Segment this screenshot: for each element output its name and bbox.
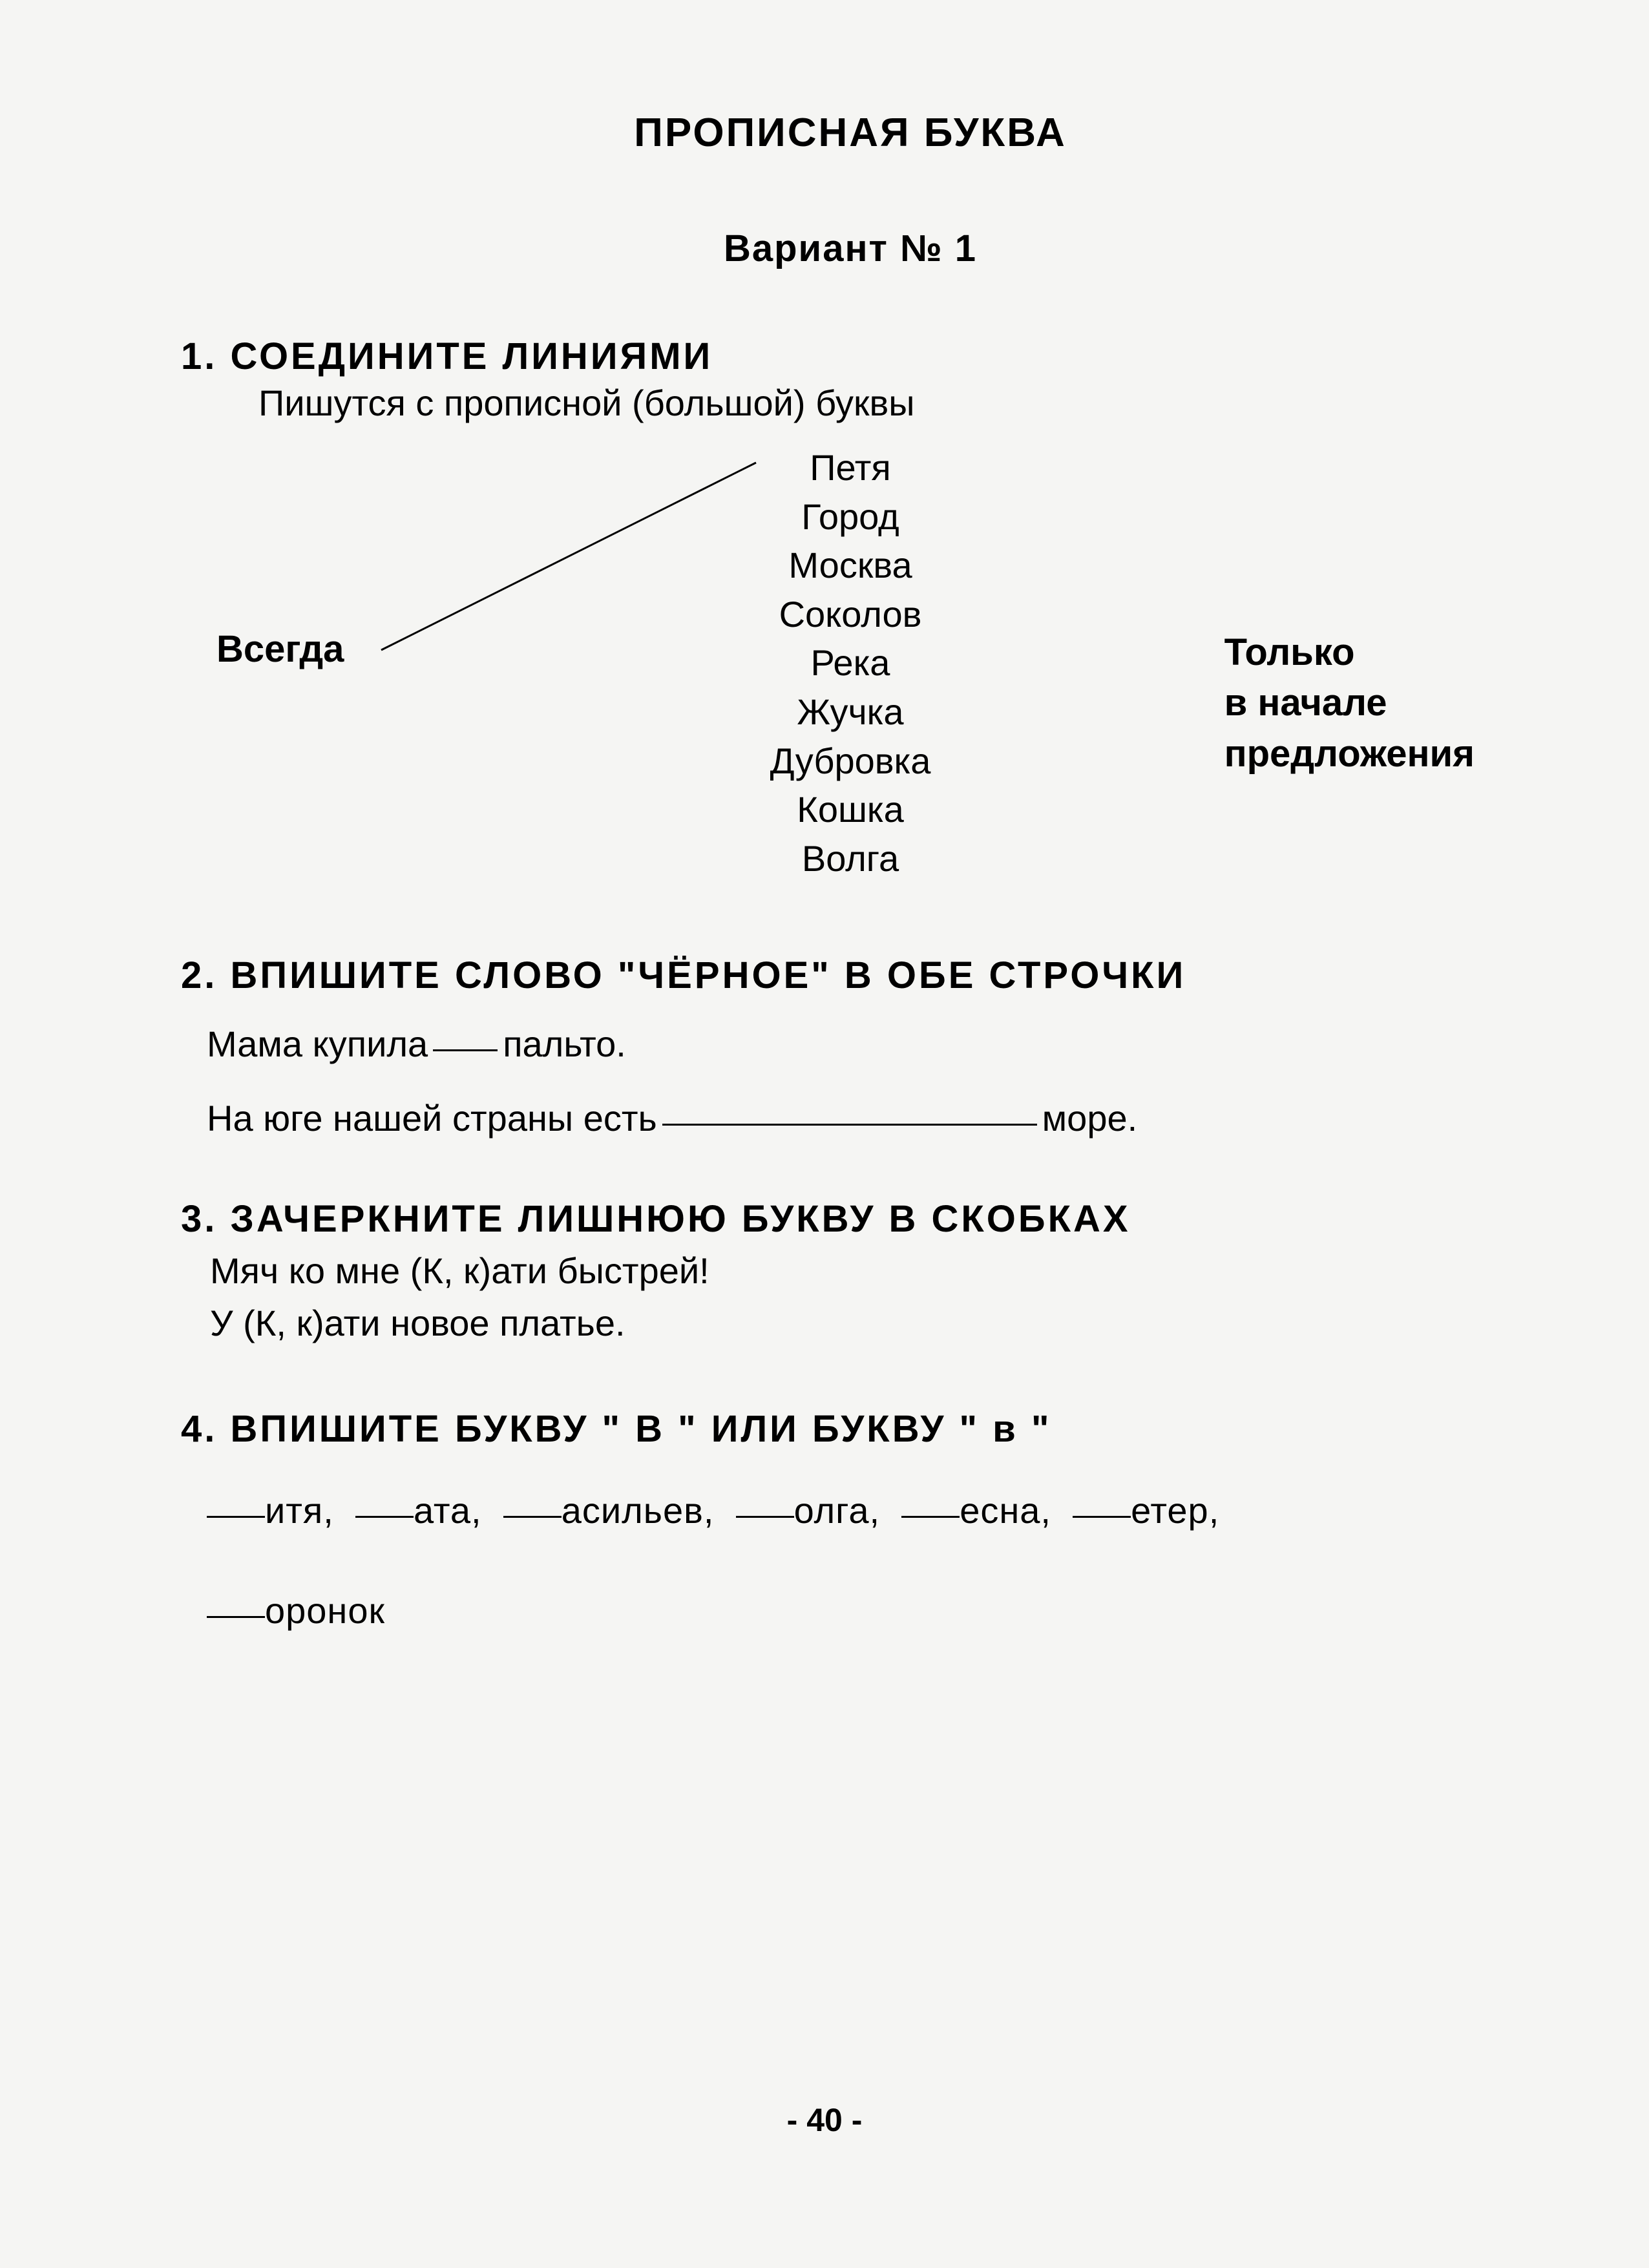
task-2-title: ВПИШИТЕ СЛОВО "ЧЁРНОЕ" В ОБЕ СТРОЧКИ [231,954,1186,996]
fill-row-2-after: море. [1042,1097,1138,1139]
blank-short[interactable] [207,1516,265,1518]
blank-short[interactable] [736,1516,794,1518]
task-3-body: Мяч ко мне (К, к)ати быстрей! У (К, к)ат… [210,1244,1520,1349]
task-1-number: 1. [181,335,217,377]
task-3-heading: 3. ЗАЧЕРКНИТЕ ЛИШНЮЮ БУКВУ В СКОБКАХ [181,1197,1520,1241]
word-list: Петя Город Москва Соколов Река Жучка Дуб… [770,443,931,883]
right-label-line1: Только [1224,627,1475,678]
task-3-line-1: Мяч ко мне (К, к)ати быстрей! [210,1244,1520,1297]
task-2-number: 2. [181,954,217,996]
right-label-line3: предложения [1224,729,1475,779]
word-fragment: асильев, [562,1490,715,1531]
word-fragment: есна, [960,1490,1051,1531]
fill-row-2-before: На юге нашей страны есть [207,1097,657,1139]
word-item: Дубровка [770,737,931,786]
task-4: 4. ВПИШИТЕ БУКВУ " В " ИЛИ БУКВУ " в " и… [181,1407,1520,1632]
variant-label: Вариант № 1 [181,227,1520,270]
task-3-number: 3. [181,1198,217,1240]
word-item: Волга [770,834,931,883]
word-fragment: ата, [414,1490,482,1531]
blank-line-1[interactable] [433,1049,498,1051]
word-item: Петя [770,443,931,492]
fill-row-1-after: пальто. [503,1023,626,1065]
blank-short[interactable] [207,1616,265,1618]
task-4-number: 4. [181,1408,217,1450]
fill-row-2: На юге нашей страны есть море. [207,1097,1520,1139]
connect-diagram: Всегда Петя Город Москва Соколов Река Жу… [181,443,1520,915]
word-item: Город [770,492,931,541]
word-item: Москва [770,541,931,590]
word-fragment: итя, [265,1490,334,1531]
task-1-title: СОЕДИНИТЕ ЛИНИЯМИ [231,335,713,377]
fill-row-1-before: Мама купила [207,1023,428,1065]
word-fragment: оронок [265,1590,385,1631]
task-2: 2. ВПИШИТЕ СЛОВО "ЧЁРНОЕ" В ОБЕ СТРОЧКИ … [181,954,1520,1139]
task-1-subtitle: Пишутся с прописной (большой) буквы [258,382,1520,424]
word-fragment: олга, [794,1490,881,1531]
left-category-label: Всегда [216,627,344,671]
page-title: ПРОПИСНАЯ БУКВА [181,110,1520,156]
task-3-title: ЗАЧЕРКНИТЕ ЛИШНЮЮ БУКВУ В СКОБКАХ [231,1198,1131,1240]
task-2-heading: 2. ВПИШИТЕ СЛОВО "ЧЁРНОЕ" В ОБЕ СТРОЧКИ [181,954,1520,997]
blank-short[interactable] [901,1516,960,1518]
task-4-row-1: итя, ата, асильев, олга, есна, етер, [207,1489,1520,1531]
task-1: 1. СОЕДИНИТЕ ЛИНИЯМИ Пишутся с прописной… [181,335,1520,915]
blank-line-2[interactable] [662,1124,1037,1126]
fill-row-1: Мама купила пальто. [207,1023,1520,1065]
blank-short[interactable] [1073,1516,1131,1518]
blank-short[interactable] [503,1516,562,1518]
task-1-heading: 1. СОЕДИНИТЕ ЛИНИЯМИ [181,335,1520,378]
word-item: Река [770,638,931,688]
right-label-line2: в начале [1224,678,1475,728]
word-fragment: етер, [1131,1490,1219,1531]
word-item: Кошка [770,785,931,834]
task-4-title: ВПИШИТЕ БУКВУ " В " ИЛИ БУКВУ " в " [231,1408,1052,1450]
word-item: Жучка [770,688,931,737]
blank-short[interactable] [355,1516,414,1518]
connect-line [381,463,756,650]
task-3-line-2: У (К, к)ати новое платье. [210,1297,1520,1349]
page-number: - 40 - [787,2101,863,2139]
task-3: 3. ЗАЧЕРКНИТЕ ЛИШНЮЮ БУКВУ В СКОБКАХ Мяч… [181,1197,1520,1349]
task-4-row-2: оронок [207,1590,1520,1632]
right-category-label: Только в начале предложения [1224,627,1475,779]
task-4-heading: 4. ВПИШИТЕ БУКВУ " В " ИЛИ БУКВУ " в " [181,1407,1520,1451]
word-item: Соколов [770,590,931,639]
